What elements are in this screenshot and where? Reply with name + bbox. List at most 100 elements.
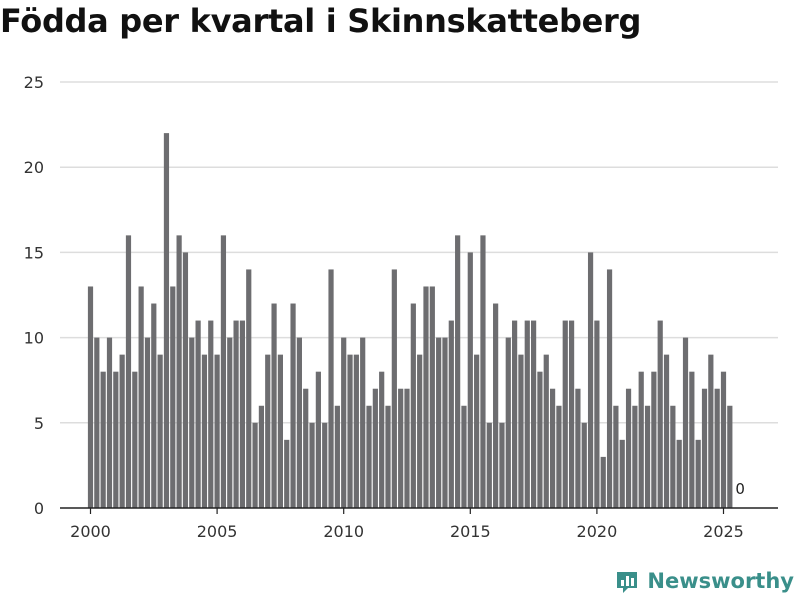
bar[interactable]: [233, 320, 239, 508]
bar[interactable]: [663, 354, 670, 508]
bar[interactable]: [676, 439, 682, 508]
bar[interactable]: [138, 286, 144, 508]
bar[interactable]: [689, 371, 695, 508]
brand-logo[interactable]: Newsworthy: [615, 568, 794, 594]
bar[interactable]: [163, 133, 170, 508]
bar[interactable]: [385, 405, 391, 508]
bar[interactable]: [113, 371, 119, 508]
bar[interactable]: [429, 286, 435, 508]
bar[interactable]: [670, 405, 676, 508]
bar[interactable]: [227, 337, 233, 508]
bar[interactable]: [391, 269, 397, 508]
bar[interactable]: [600, 456, 606, 508]
bar[interactable]: [543, 354, 549, 508]
bar[interactable]: [587, 252, 594, 508]
bar[interactable]: [379, 371, 385, 508]
bar[interactable]: [657, 320, 663, 508]
bar[interactable]: [239, 320, 246, 508]
bar[interactable]: [695, 439, 701, 508]
bar[interactable]: [556, 405, 562, 508]
bar[interactable]: [613, 405, 619, 508]
bar[interactable]: [265, 354, 271, 508]
bar[interactable]: [619, 439, 625, 508]
bar[interactable]: [366, 405, 372, 508]
bar[interactable]: [303, 388, 309, 508]
bar[interactable]: [334, 405, 340, 508]
bar[interactable]: [720, 371, 727, 508]
bar[interactable]: [644, 405, 651, 508]
bar[interactable]: [398, 388, 404, 508]
bar[interactable]: [246, 269, 252, 508]
bar[interactable]: [461, 405, 467, 508]
bar[interactable]: [157, 354, 163, 508]
bar[interactable]: [448, 320, 454, 508]
bar[interactable]: [201, 354, 208, 508]
bar[interactable]: [277, 354, 283, 508]
bar[interactable]: [531, 320, 537, 508]
bar[interactable]: [170, 286, 176, 508]
bar[interactable]: [562, 320, 568, 508]
bar[interactable]: [499, 422, 505, 508]
bar[interactable]: [315, 371, 321, 508]
bar[interactable]: [581, 422, 587, 508]
bar[interactable]: [436, 337, 442, 508]
bar[interactable]: [518, 354, 524, 508]
bar[interactable]: [119, 354, 125, 508]
bar[interactable]: [404, 388, 410, 508]
bar[interactable]: [94, 337, 100, 508]
bar[interactable]: [100, 371, 106, 508]
bar[interactable]: [512, 320, 518, 508]
bar[interactable]: [480, 235, 486, 509]
bar[interactable]: [87, 286, 94, 508]
bar[interactable]: [505, 337, 511, 508]
bar[interactable]: [714, 388, 720, 508]
bar[interactable]: [474, 354, 480, 508]
bar[interactable]: [682, 337, 689, 508]
bar[interactable]: [106, 337, 113, 508]
bar[interactable]: [214, 354, 220, 508]
bar[interactable]: [341, 337, 347, 508]
bar[interactable]: [296, 337, 302, 508]
bar[interactable]: [372, 388, 378, 508]
bar[interactable]: [537, 371, 543, 508]
bar[interactable]: [486, 422, 492, 508]
bar[interactable]: [455, 235, 461, 509]
bar[interactable]: [701, 388, 708, 508]
bar[interactable]: [182, 252, 189, 508]
bar[interactable]: [549, 388, 556, 508]
bar[interactable]: [625, 388, 632, 508]
bar[interactable]: [290, 303, 296, 508]
bar[interactable]: [568, 320, 575, 508]
bar[interactable]: [632, 405, 638, 508]
bar[interactable]: [220, 235, 227, 509]
bar[interactable]: [144, 337, 151, 508]
bar[interactable]: [309, 422, 315, 508]
bar[interactable]: [651, 371, 657, 508]
bar[interactable]: [151, 303, 157, 508]
bar[interactable]: [176, 235, 182, 509]
bar[interactable]: [284, 439, 290, 508]
bar[interactable]: [410, 303, 416, 508]
bar[interactable]: [524, 320, 530, 508]
bar[interactable]: [594, 320, 600, 508]
bar[interactable]: [258, 405, 265, 508]
bar[interactable]: [252, 422, 258, 508]
bar[interactable]: [575, 388, 581, 508]
bar[interactable]: [606, 269, 613, 508]
bar[interactable]: [467, 252, 473, 508]
bar[interactable]: [423, 286, 429, 508]
bar[interactable]: [132, 371, 138, 508]
bar[interactable]: [727, 405, 733, 508]
bar[interactable]: [353, 354, 359, 508]
bar[interactable]: [638, 371, 644, 508]
bar[interactable]: [189, 337, 195, 508]
bar[interactable]: [328, 269, 334, 508]
bar[interactable]: [708, 354, 714, 508]
bar[interactable]: [125, 235, 132, 509]
bar[interactable]: [271, 303, 277, 508]
bar[interactable]: [208, 320, 214, 508]
bar[interactable]: [493, 303, 499, 508]
bar[interactable]: [347, 354, 353, 508]
bar[interactable]: [360, 337, 366, 508]
bar[interactable]: [322, 422, 328, 508]
